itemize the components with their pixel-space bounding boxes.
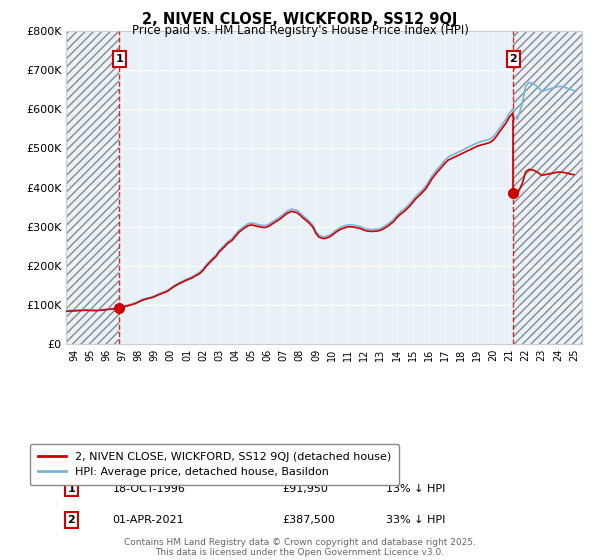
Text: 1: 1: [115, 54, 123, 64]
Text: £387,500: £387,500: [283, 515, 335, 525]
Bar: [66, 31, 119, 344]
Text: 2: 2: [67, 515, 75, 525]
Text: 13% ↓ HPI: 13% ↓ HPI: [386, 484, 445, 494]
Text: 33% ↓ HPI: 33% ↓ HPI: [386, 515, 445, 525]
Text: Contains HM Land Registry data © Crown copyright and database right 2025.
This d: Contains HM Land Registry data © Crown c…: [124, 538, 476, 557]
Bar: [514, 31, 582, 344]
Text: 18-OCT-1996: 18-OCT-1996: [112, 484, 185, 494]
Text: 2, NIVEN CLOSE, WICKFORD, SS12 9QJ: 2, NIVEN CLOSE, WICKFORD, SS12 9QJ: [142, 12, 458, 27]
Text: 2: 2: [509, 54, 517, 64]
Text: Price paid vs. HM Land Registry's House Price Index (HPI): Price paid vs. HM Land Registry's House …: [131, 24, 469, 37]
Legend: 2, NIVEN CLOSE, WICKFORD, SS12 9QJ (detached house), HPI: Average price, detache: 2, NIVEN CLOSE, WICKFORD, SS12 9QJ (deta…: [30, 444, 399, 485]
Text: 01-APR-2021: 01-APR-2021: [112, 515, 184, 525]
Text: 1: 1: [67, 484, 75, 494]
Text: £91,950: £91,950: [283, 484, 329, 494]
